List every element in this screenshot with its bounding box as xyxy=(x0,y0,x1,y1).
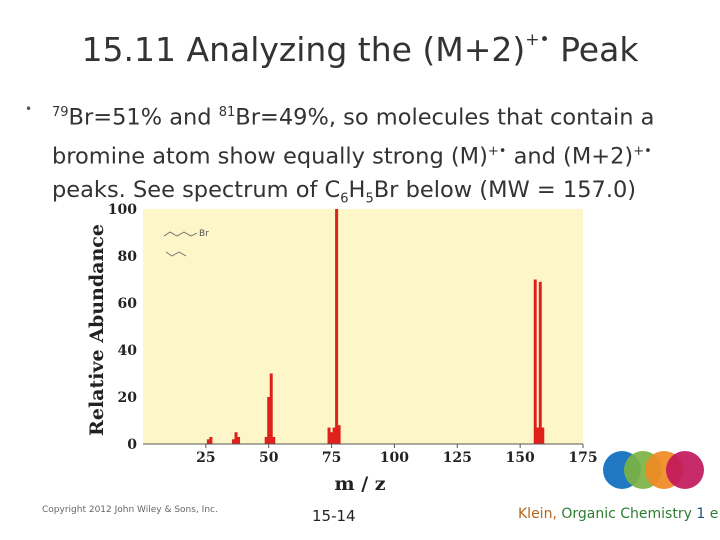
x-axis-label: m / z xyxy=(334,473,385,495)
y-tick-label: 80 xyxy=(118,249,138,265)
spectrum-peak xyxy=(264,436,268,444)
x-tick-label: 175 xyxy=(568,450,597,466)
bullet-line2-a: bromine atom show equally strong (M) xyxy=(52,143,488,169)
footer-page-number: 15-14 xyxy=(312,507,356,525)
spectrum-peak xyxy=(234,432,238,444)
isotope-79-text: Br=51% and xyxy=(68,104,219,131)
x-axis-ticks: 25 50 75 100 125 150 175 xyxy=(196,444,598,466)
footer-edition-number: 1 xyxy=(696,506,706,522)
footer-author: Klein, xyxy=(518,506,562,522)
spectrum-peak xyxy=(533,279,537,444)
spectrum-peak xyxy=(335,209,339,444)
x-tick-label: 100 xyxy=(380,450,409,466)
x-tick-label: 150 xyxy=(506,450,535,466)
spectrum-peak xyxy=(206,439,210,444)
y-tick-label: 20 xyxy=(118,390,138,406)
y-axis-label: Relative Abundance xyxy=(86,224,108,436)
isotope-79-superscript: 79 xyxy=(52,105,69,120)
x-tick-label: 50 xyxy=(259,450,279,466)
bullet-line3-sub2: 5 xyxy=(365,191,374,207)
x-tick-label: 75 xyxy=(322,450,341,466)
title-end: Peak xyxy=(549,30,639,69)
spectrum-peak xyxy=(327,427,331,444)
spectrum-peak xyxy=(330,432,334,444)
y-tick-label: 40 xyxy=(118,343,138,359)
title-main: 15.11 Analyzing the (M+2) xyxy=(81,30,526,69)
spectrum-peak xyxy=(267,397,271,444)
y-tick-label: 60 xyxy=(118,296,138,312)
title-superscript: +• xyxy=(525,30,550,50)
spectrum-peak xyxy=(269,373,273,444)
bullet-point-icon: • xyxy=(25,102,33,116)
structure-bond-upper xyxy=(163,231,198,237)
spectrum-peaks xyxy=(206,209,545,444)
bullet-line3-sub1: 6 xyxy=(340,191,349,207)
bullet-line3-c: Br below (MW = 157.0) xyxy=(373,177,637,203)
publisher-logo xyxy=(603,451,704,489)
bullet-line3-a: peaks. See spectrum of C xyxy=(52,177,341,203)
spectrum-peak xyxy=(332,427,336,444)
spectrum-peak xyxy=(237,436,241,444)
footer-book-name: Organic Chemistry xyxy=(561,506,697,522)
y-axis-ticks: 0 20 40 60 80 100 xyxy=(108,202,137,453)
footer-edition-suffix: e xyxy=(705,506,719,522)
page-title: 15.11 Analyzing the (M+2)+• Peak xyxy=(0,30,720,69)
x-tick-label: 25 xyxy=(196,450,215,466)
bromobenzene-structure xyxy=(163,231,198,257)
footer-book-title: Klein, Organic Chemistry 1 e xyxy=(518,506,718,522)
structure-br-label: Br xyxy=(199,229,209,239)
y-tick-label: 0 xyxy=(127,437,137,453)
plot-background xyxy=(143,209,583,444)
spectrum-peak xyxy=(209,436,213,444)
bullet-text: 79Br=51% and 81Br=49%, so molecules that… xyxy=(52,96,702,217)
isotope-81-superscript: 81 xyxy=(218,105,236,120)
spectrum-peak xyxy=(541,427,545,444)
bullet-line3-b: H xyxy=(348,177,366,203)
x-tick-label: 125 xyxy=(443,450,472,466)
y-tick-label: 100 xyxy=(108,202,137,218)
spectrum-peak xyxy=(538,281,542,444)
spectrum-peak xyxy=(232,439,236,444)
bullet-line2-sup2: +• xyxy=(633,143,652,159)
spectrum-peak xyxy=(536,427,540,444)
logo-magenta-circle xyxy=(666,451,704,489)
spectrum-peak xyxy=(337,425,341,444)
isotope-81-text: Br=49%, so molecules that contain a xyxy=(235,104,655,131)
footer-copyright: Copyright 2012 John Wiley & Sons, Inc. xyxy=(42,505,218,515)
spectrum-peak xyxy=(272,436,276,444)
bullet-line2-sup1: +• xyxy=(487,143,507,159)
bullet-line2-b: and (M+2) xyxy=(506,143,634,169)
structure-bond-lower xyxy=(165,251,187,257)
